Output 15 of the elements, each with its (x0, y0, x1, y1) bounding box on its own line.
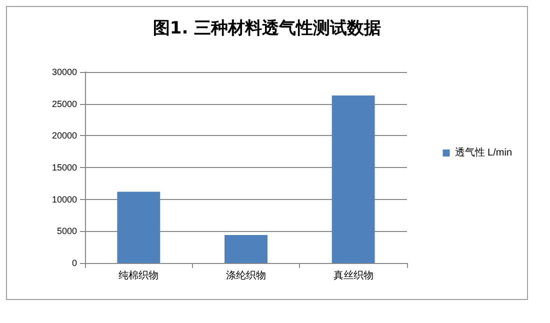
bar (117, 192, 160, 263)
y-tick-label: 30000 (52, 67, 77, 77)
bar (224, 234, 268, 263)
y-tick-label: 25000 (52, 98, 77, 109)
bar (332, 96, 375, 263)
legend-label: 透气性 L/min (454, 146, 512, 158)
y-tick-label: 15000 (52, 162, 77, 172)
x-tick-label: 纯棉织物 (118, 270, 159, 282)
x-tick-label: 涤纶织物 (226, 270, 266, 282)
chart-title: 图1. 三种材料透气性测试数据 (152, 18, 382, 38)
y-tick-label: 10000 (52, 194, 77, 204)
y-tick-label: 5000 (56, 226, 77, 236)
x-tick-label: 真丝织物 (333, 270, 374, 282)
y-tick-label: 0 (72, 258, 77, 268)
y-tick-label: 20000 (52, 130, 77, 141)
